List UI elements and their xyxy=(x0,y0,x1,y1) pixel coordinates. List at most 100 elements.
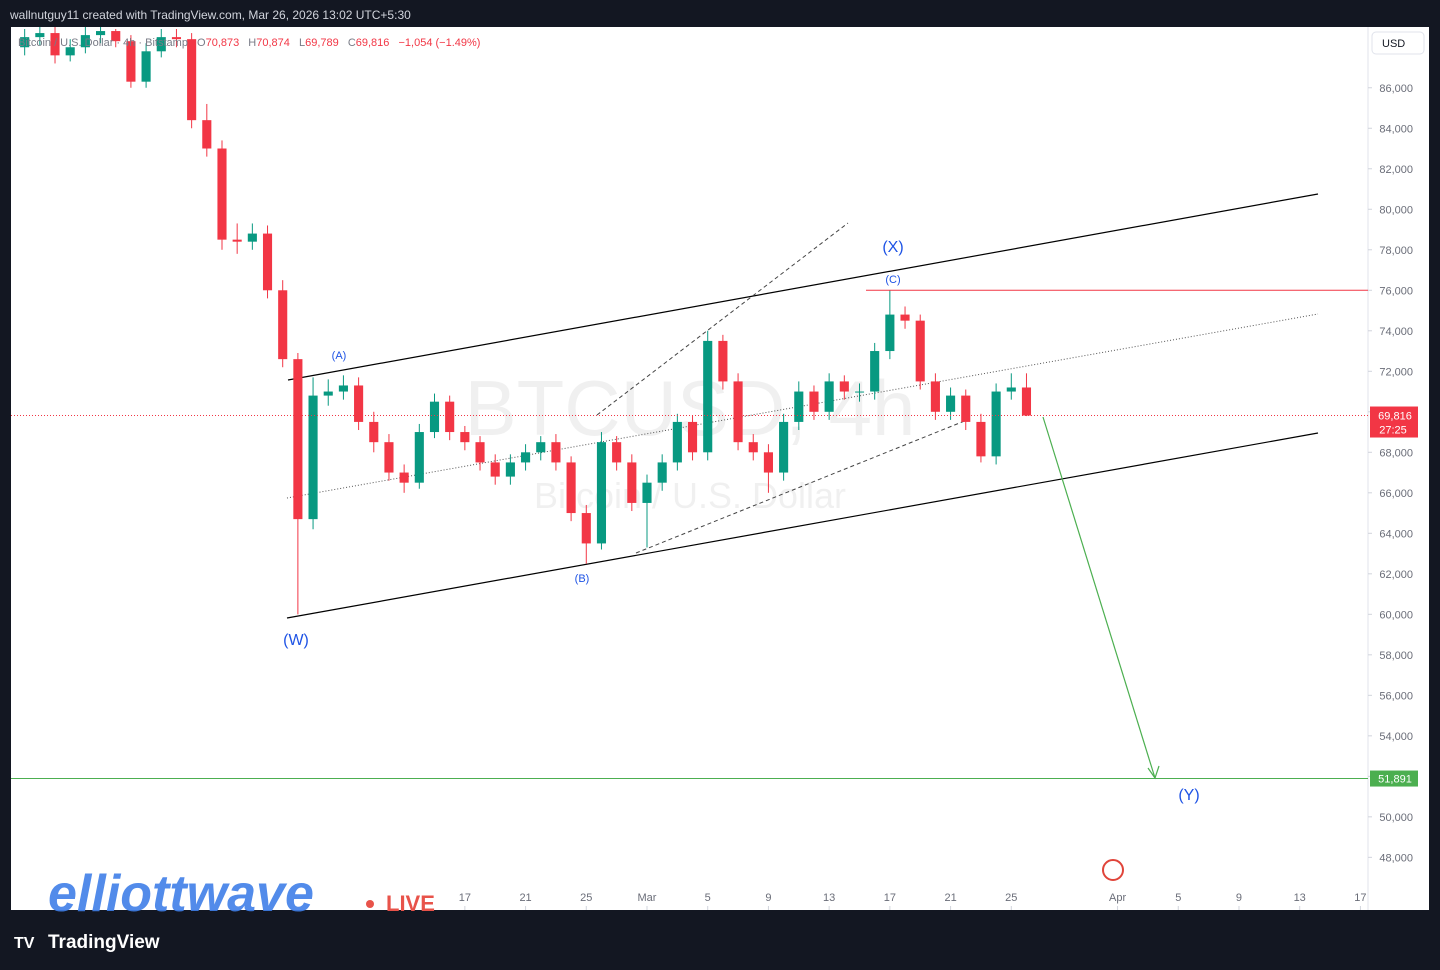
x-tick-label: 17 xyxy=(459,892,471,904)
candle-body xyxy=(915,320,925,382)
candle-body xyxy=(505,462,515,477)
y-tick-label: 84,000 xyxy=(1379,123,1413,135)
candle-body xyxy=(111,31,121,42)
x-tick-label: 13 xyxy=(823,892,835,904)
candle-body xyxy=(202,120,212,149)
candle-body xyxy=(187,39,197,121)
dashed-trend xyxy=(635,419,968,554)
legend-value: 70,874 xyxy=(256,37,290,49)
candle-body xyxy=(156,37,166,52)
candle-body xyxy=(308,395,318,520)
candle-body xyxy=(247,233,257,242)
candle-body xyxy=(217,148,227,240)
channel-upper xyxy=(287,193,1319,381)
legend-value: 70,873 xyxy=(206,37,240,49)
last-price-label: 69,816 xyxy=(1378,411,1412,423)
candle-body xyxy=(930,381,940,412)
candle-body xyxy=(536,442,546,453)
candles xyxy=(20,27,1032,615)
y-tick-label: 76,000 xyxy=(1379,285,1413,297)
candle-body xyxy=(809,391,819,412)
x-tick-label: 13 xyxy=(1294,892,1306,904)
legend-value: 69,789 xyxy=(305,37,339,49)
x-tick-label: 17 xyxy=(884,892,896,904)
candle-body xyxy=(293,359,303,520)
x-tick-label: 21 xyxy=(944,892,956,904)
wave-label: (X) xyxy=(882,239,903,256)
candle-body xyxy=(96,31,106,36)
legend-key: C xyxy=(348,37,356,49)
y-tick-label: 80,000 xyxy=(1379,204,1413,216)
x-tick-label: 25 xyxy=(1005,892,1017,904)
candle-body xyxy=(490,462,500,477)
y-tick-label: 56,000 xyxy=(1379,690,1413,702)
x-tick-label: 17 xyxy=(1354,892,1366,904)
candle-body xyxy=(824,381,834,412)
event-icon[interactable] xyxy=(1102,859,1124,881)
y-tick-label: 82,000 xyxy=(1379,164,1413,176)
wave-label: (W) xyxy=(283,632,309,649)
y-tick-label: 50,000 xyxy=(1379,812,1413,824)
y-tick-label: 72,000 xyxy=(1379,366,1413,378)
legend-key: L xyxy=(299,37,305,49)
candle-body xyxy=(657,462,667,483)
candle-body xyxy=(672,421,682,463)
footer-brand: TradingView xyxy=(48,932,160,953)
watermark-name: Bitcoin / U.S. Dollar xyxy=(534,475,846,516)
drawings xyxy=(286,193,1319,780)
currency-button[interactable] xyxy=(1371,31,1425,55)
last-price-box xyxy=(1370,406,1418,438)
currency-label[interactable]: USD xyxy=(1382,38,1405,50)
live-label: LIVE xyxy=(386,891,435,916)
y-tick-label: 48,000 xyxy=(1379,852,1413,864)
candle-body xyxy=(262,233,273,291)
candle-body xyxy=(1006,387,1016,392)
candle-body xyxy=(794,391,804,422)
x-tick-label: 25 xyxy=(580,892,592,904)
candle-body xyxy=(126,41,136,82)
candle-body xyxy=(946,395,956,412)
candle-body xyxy=(748,442,758,453)
candle-body xyxy=(566,462,576,514)
y-tick-label: 62,000 xyxy=(1379,569,1413,581)
arrow-head xyxy=(1147,765,1160,780)
candle-body xyxy=(323,391,333,396)
wave-label: (A) xyxy=(332,350,347,362)
y-tick-label: 86,000 xyxy=(1379,83,1413,95)
candle-body xyxy=(354,385,364,422)
byline: wallnutguy11 created with TradingView.co… xyxy=(9,8,411,22)
candle-body xyxy=(991,391,1001,457)
wave-label: (C) xyxy=(885,274,900,286)
candle-body xyxy=(399,472,409,483)
candle-body xyxy=(779,421,789,473)
y-tick-label: 68,000 xyxy=(1379,447,1413,459)
target-box xyxy=(1370,770,1418,787)
levels: 51,891 69,816 27:25 xyxy=(11,289,1418,787)
candle-body xyxy=(687,421,698,453)
candle-body xyxy=(642,482,652,503)
candle-body xyxy=(20,37,30,48)
chart-panel xyxy=(11,27,1429,910)
candle-body xyxy=(703,340,713,453)
channel-lower xyxy=(286,432,1319,619)
candle-body xyxy=(445,401,455,433)
candle-body xyxy=(369,421,379,443)
candle-body xyxy=(65,47,75,56)
y-tick-label: 60,000 xyxy=(1379,609,1413,621)
live-dot xyxy=(366,900,374,908)
legend-key: H xyxy=(248,37,256,49)
legend: Bitcoin / U.S. Dollar · 4h · Bitstamp O7… xyxy=(18,37,480,49)
candle-body xyxy=(763,452,773,473)
candle-body xyxy=(50,33,60,56)
x-tick-label: Mar xyxy=(638,892,657,904)
candle-body xyxy=(338,385,348,392)
x-tick-label: Apr xyxy=(1109,892,1126,904)
candle-body xyxy=(627,462,637,503)
candle-body xyxy=(414,432,424,483)
candle-body xyxy=(278,290,288,360)
candle-body xyxy=(596,442,607,544)
candle-body xyxy=(870,351,880,392)
candle-body xyxy=(961,395,971,422)
candle-body xyxy=(551,442,561,463)
